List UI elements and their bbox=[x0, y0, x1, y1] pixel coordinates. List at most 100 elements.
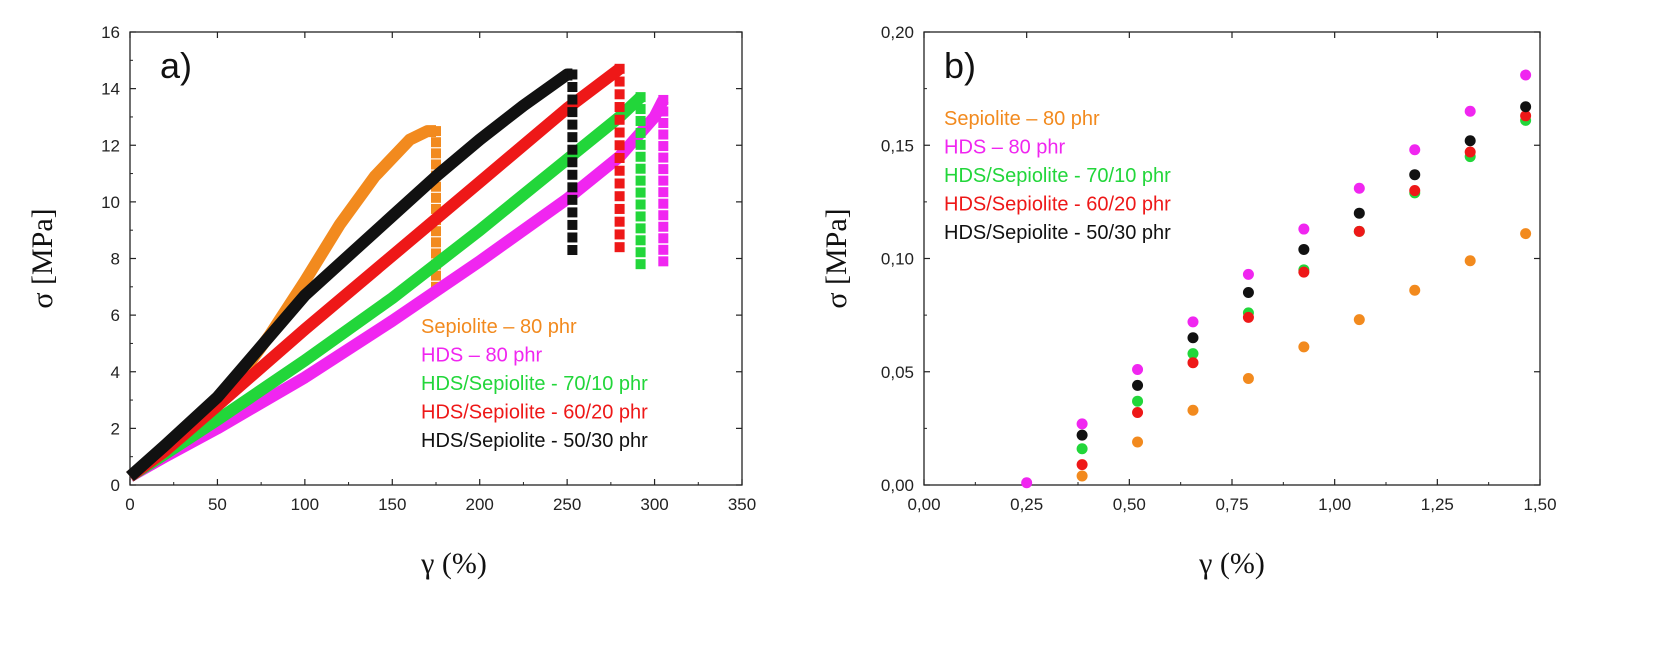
x-tick-label: 0,50 bbox=[1113, 495, 1146, 514]
x-tick-label: 0,75 bbox=[1215, 495, 1248, 514]
series-3 bbox=[1076, 110, 1532, 471]
break-marker bbox=[658, 187, 669, 198]
data-point bbox=[1242, 268, 1254, 280]
break-marker bbox=[431, 126, 441, 137]
legend-entry: HDS/Sepiolite - 50/30 phr bbox=[421, 430, 648, 452]
panel-label: b) bbox=[944, 45, 976, 86]
y-tick-label: 4 bbox=[111, 363, 120, 382]
x-tick-label: 0 bbox=[125, 495, 134, 514]
break-marker bbox=[635, 211, 646, 222]
break-marker bbox=[658, 106, 669, 117]
break-marker bbox=[635, 259, 646, 270]
break-marker bbox=[635, 223, 646, 234]
x-axis-label: γ (%) bbox=[1198, 547, 1265, 580]
break-marker bbox=[658, 152, 669, 163]
break-marker bbox=[635, 151, 646, 162]
break-marker bbox=[635, 199, 646, 210]
x-tick-label: 1,00 bbox=[1318, 495, 1351, 514]
break-marker bbox=[658, 244, 669, 255]
y-tick-label: 12 bbox=[101, 136, 120, 155]
x-tick-label: 200 bbox=[466, 495, 494, 514]
y-tick-label: 6 bbox=[111, 306, 120, 325]
data-point bbox=[1132, 379, 1144, 391]
break-marker bbox=[614, 178, 625, 189]
break-marker bbox=[431, 137, 441, 148]
data-point bbox=[1076, 429, 1088, 441]
break-marker bbox=[614, 114, 625, 125]
y-tick-label: 16 bbox=[101, 23, 120, 42]
break-marker bbox=[567, 144, 578, 155]
panel-b-chart: 0,00 0,25 0,50 0,75 1,00 1,25 1,50 0,00 0,05 0,10… bbox=[820, 23, 1557, 580]
data-point bbox=[1520, 228, 1532, 240]
break-marker bbox=[658, 198, 669, 209]
break-marker bbox=[635, 235, 646, 246]
break-marker bbox=[614, 216, 625, 227]
data-point bbox=[1132, 363, 1144, 375]
break-marker bbox=[635, 92, 646, 103]
break-marker bbox=[658, 233, 669, 244]
break-marker bbox=[614, 102, 625, 113]
break-marker bbox=[614, 140, 625, 151]
break-marker bbox=[658, 210, 669, 221]
legend-entry: HDS/Sepiolite - 50/30 phr bbox=[944, 222, 1171, 244]
y-tick-label: 2 bbox=[111, 419, 120, 438]
series-1 bbox=[1021, 69, 1532, 489]
panel-label: a) bbox=[160, 45, 192, 86]
break-marker bbox=[567, 119, 578, 130]
data-point bbox=[1409, 185, 1421, 197]
data-point bbox=[1409, 144, 1421, 156]
data-point bbox=[1464, 146, 1476, 158]
break-marker bbox=[635, 115, 646, 126]
break-marker bbox=[567, 94, 578, 105]
y-tick-label: 14 bbox=[101, 80, 120, 99]
break-marker bbox=[431, 248, 441, 259]
data-point bbox=[1409, 169, 1421, 181]
break-marker bbox=[635, 163, 646, 174]
x-tick-label: 300 bbox=[640, 495, 668, 514]
data-point bbox=[1132, 395, 1144, 407]
y-tick-label: 8 bbox=[111, 250, 120, 269]
data-point bbox=[1520, 101, 1532, 113]
data-point bbox=[1187, 316, 1199, 328]
legend-entry: HDS – 80 phr bbox=[944, 137, 1066, 159]
data-point bbox=[1298, 223, 1310, 235]
data-point bbox=[1187, 404, 1199, 416]
break-marker bbox=[658, 141, 669, 152]
data-point bbox=[1132, 436, 1144, 448]
series-curve bbox=[126, 68, 574, 481]
break-marker bbox=[635, 127, 646, 138]
data-point bbox=[1132, 407, 1144, 419]
break-marker bbox=[635, 139, 646, 150]
x-axis-label: γ (%) bbox=[420, 547, 487, 580]
data-point bbox=[1076, 418, 1088, 430]
break-marker bbox=[431, 192, 441, 203]
x-tick-label: 350 bbox=[728, 495, 756, 514]
break-marker bbox=[614, 127, 625, 138]
y-tick-label: 0,10 bbox=[881, 250, 914, 269]
legend-entry: HDS – 80 phr bbox=[421, 345, 543, 367]
break-marker bbox=[567, 245, 578, 256]
break-marker bbox=[567, 194, 578, 205]
x-tick-label: 0,25 bbox=[1010, 495, 1043, 514]
legend-entry: HDS/Sepiolite - 60/20 phr bbox=[944, 194, 1171, 216]
break-marker bbox=[614, 76, 625, 87]
break-marker bbox=[658, 94, 669, 105]
legend-entry: HDS/Sepiolite - 70/10 phr bbox=[944, 165, 1171, 187]
break-marker bbox=[431, 148, 441, 159]
break-marker bbox=[614, 242, 625, 253]
break-marker bbox=[431, 203, 441, 214]
legend-entry: Sepiolite – 80 phr bbox=[421, 316, 577, 338]
break-marker bbox=[614, 63, 625, 74]
panel-a-chart: 0 50 100 150 200 250 300 350 0 2 4 6 8 10 12 14 16 γ (%) σ… bbox=[26, 23, 756, 580]
x-tick-label: 1,25 bbox=[1421, 495, 1454, 514]
data-point bbox=[1353, 314, 1365, 326]
break-marker bbox=[658, 175, 669, 186]
data-point bbox=[1187, 357, 1199, 369]
break-marker bbox=[567, 232, 578, 243]
break-marker bbox=[431, 226, 441, 237]
break-marker bbox=[614, 165, 625, 176]
break-marker bbox=[635, 247, 646, 258]
x-tick-label: 50 bbox=[208, 495, 227, 514]
y-tick-label: 0 bbox=[111, 476, 120, 495]
data-point bbox=[1076, 459, 1088, 471]
